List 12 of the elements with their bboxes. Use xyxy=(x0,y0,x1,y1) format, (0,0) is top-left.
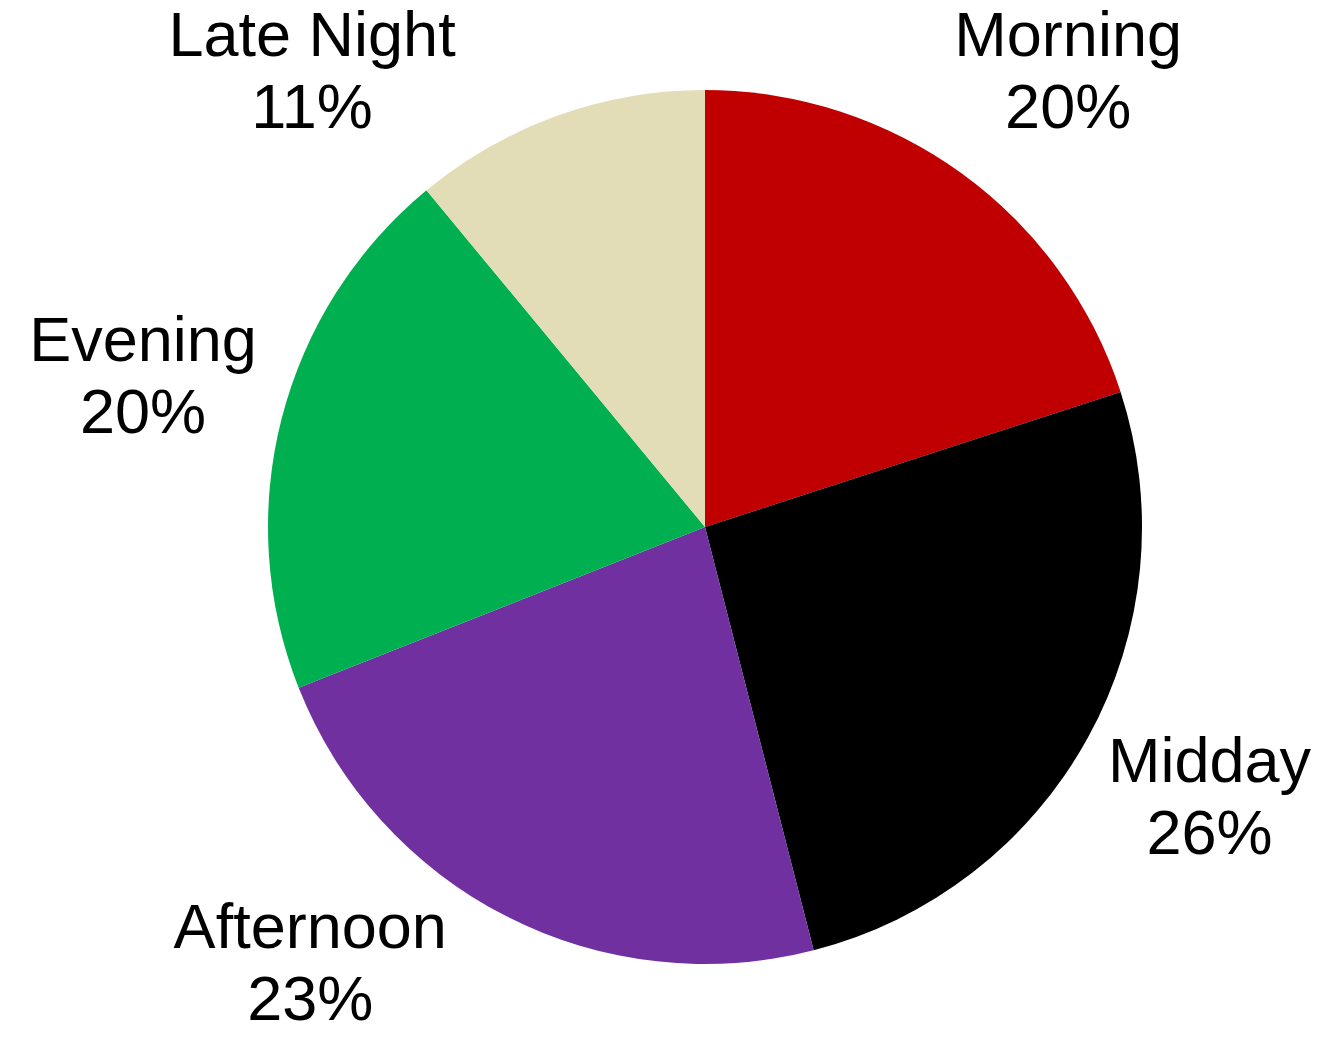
slice-label: Morning xyxy=(954,0,1182,69)
data-label: 11% xyxy=(251,71,373,141)
slice-label: Late Night xyxy=(168,0,457,69)
data-label: 20% xyxy=(1005,71,1132,141)
data-label: 20% xyxy=(80,375,207,446)
pie-slice xyxy=(426,90,705,527)
pie-slice xyxy=(268,190,705,688)
slice-label: Midday xyxy=(1107,725,1312,796)
slice-label: Evening xyxy=(29,303,257,374)
slice-label: Afternoon xyxy=(173,891,447,961)
data-label: 23% xyxy=(247,963,374,1033)
data-label: 26% xyxy=(1146,797,1273,868)
